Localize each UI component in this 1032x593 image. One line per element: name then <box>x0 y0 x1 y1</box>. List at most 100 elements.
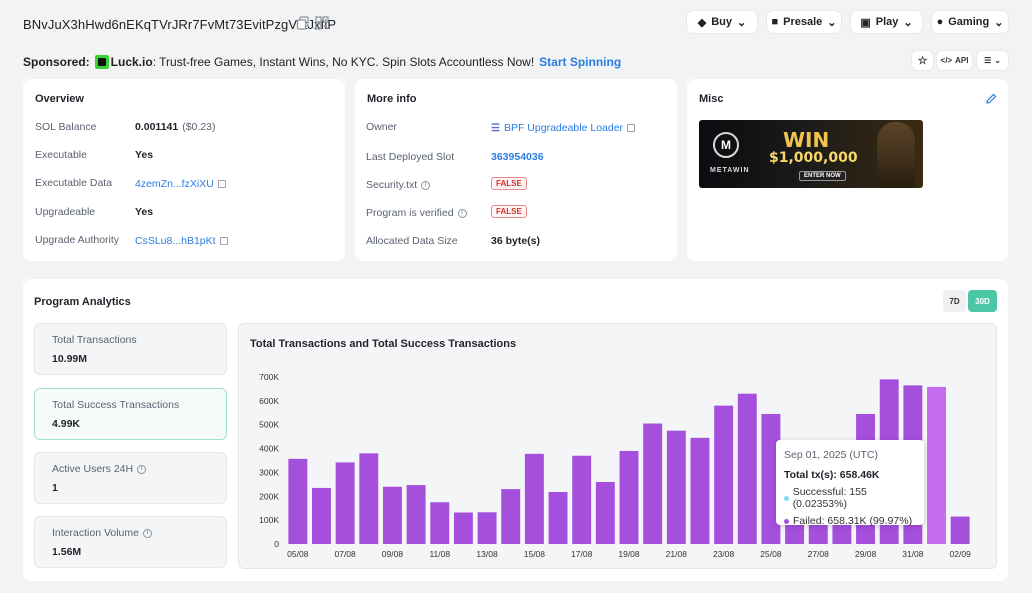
program-analytics-card: Program Analytics 7D 30D Total Transacti… <box>23 279 1008 581</box>
list-menu-button[interactable]: ☰ ⌄ <box>977 51 1008 70</box>
copy-icon[interactable] <box>296 16 310 30</box>
stat-value: 4.99K <box>52 418 81 430</box>
range-7d-button[interactable]: 7D <box>943 290 966 312</box>
bar-15-08[interactable] <box>524 453 544 544</box>
bar-11-08[interactable] <box>430 502 450 544</box>
buy-button[interactable]: ◆ Buy ⌄ <box>687 11 757 33</box>
bar-18-08[interactable] <box>595 481 615 544</box>
copy-icon[interactable] <box>219 237 228 245</box>
stat-total-transactions[interactable]: Total Transactions 10.99M <box>34 323 227 375</box>
sponsor-brand[interactable]: Luck.io <box>110 55 153 69</box>
banner-figure <box>877 122 915 188</box>
code-icon: </> <box>940 56 953 65</box>
owner-link[interactable]: BPF Upgradeable Loader <box>503 122 624 134</box>
bar-08-08[interactable] <box>359 453 379 544</box>
bar-16-08[interactable] <box>548 491 568 544</box>
stat-label: Active Users 24H i <box>52 463 147 475</box>
metawin-ad-banner[interactable]: M METAWIN WIN $1,000,000 ENTER NOW <box>699 120 923 188</box>
copy-icon[interactable] <box>627 124 636 132</box>
start-spinning-link[interactable]: Start Spinning <box>539 55 622 69</box>
bar-24-08[interactable] <box>737 393 757 544</box>
bar-09-08[interactable] <box>382 486 402 544</box>
tooltip-successful-text: Successful: 155 (0.02353%) <box>792 486 867 510</box>
misc-card: Misc M METAWIN WIN $1,000,000 ENTER NOW <box>687 79 1008 261</box>
edit-icon[interactable] <box>985 93 997 105</box>
bar-21-08[interactable] <box>666 430 686 544</box>
y-tick-label: 0 <box>274 539 279 549</box>
security-txt-label: Security.txt i <box>366 179 431 191</box>
chevron-down-icon: ⌄ <box>994 56 1001 65</box>
api-button[interactable]: </> API <box>937 51 972 70</box>
bar-20-08[interactable] <box>643 423 663 544</box>
gamepad-icon: ● <box>936 16 944 28</box>
copy-icon[interactable] <box>217 180 226 188</box>
x-tick-label: 11/08 <box>429 549 450 559</box>
x-tick-label: 19/08 <box>618 549 640 559</box>
info-icon[interactable]: i <box>421 180 431 190</box>
info-icon[interactable]: i <box>142 528 152 538</box>
bar-14-08[interactable] <box>501 489 521 544</box>
bar-25-08[interactable] <box>761 413 781 544</box>
tag-icon: ◆ <box>697 16 707 29</box>
overview-card: Overview SOL Balance 0.001141 ($0.23) Ex… <box>23 79 345 261</box>
banner-win-text: WIN <box>783 128 830 152</box>
range-30d-button[interactable]: 30D <box>968 290 997 312</box>
x-tick-label: 17/08 <box>571 549 593 559</box>
info-icon[interactable]: i <box>137 464 147 474</box>
stat-value: 1.56M <box>52 546 82 558</box>
bar-23-08[interactable] <box>714 405 734 544</box>
misc-title: Misc <box>699 93 724 105</box>
y-tick-label: 100K <box>259 515 279 525</box>
x-tick-label: 29/08 <box>855 549 877 559</box>
chart-title: Total Transactions and Total Success Tra… <box>250 338 517 350</box>
owner-label: Owner <box>366 121 397 133</box>
play-icon: ▣ <box>860 16 871 29</box>
sol-balance-usd: ($0.23) <box>182 121 216 133</box>
stat-total-success-transactions[interactable]: Total Success Transactions 4.99K <box>34 388 227 440</box>
bar-07-08[interactable] <box>335 462 355 544</box>
buy-label: Buy <box>711 16 733 28</box>
presale-icon: ■ <box>771 16 779 28</box>
bar-05-08[interactable] <box>288 458 308 544</box>
upgradeable-label: Upgradeable <box>35 206 96 218</box>
stat-active-users-24h[interactable]: Active Users 24H i 1 <box>34 452 227 504</box>
bar-17-08[interactable] <box>572 455 592 544</box>
x-tick-label: 02/09 <box>950 549 972 559</box>
x-tick-label: 31/08 <box>902 549 924 559</box>
executable-data-link[interactable]: 4zemZn...fzXiXU <box>135 178 214 190</box>
sol-balance-amount: 0.001141 <box>135 121 179 133</box>
chevron-down-icon: ⌄ <box>994 16 1004 29</box>
luck-logo-icon <box>94 55 109 69</box>
security-txt-badge: FALSE <box>491 177 527 190</box>
info-icon[interactable]: i <box>457 208 467 218</box>
bar-10-08[interactable] <box>406 485 426 544</box>
bar-22-08[interactable] <box>690 437 710 544</box>
bar-02-09[interactable] <box>950 516 970 544</box>
tooltip-date: Sep 01, 2025 (UTC) <box>784 449 878 461</box>
program-verified-badge: FALSE <box>491 205 527 218</box>
failed-dot-icon <box>784 518 789 524</box>
stat-label: Total Transactions <box>52 334 137 346</box>
metawin-logo: M <box>713 132 739 158</box>
sol-balance-label: SOL Balance <box>35 121 97 133</box>
play-button[interactable]: ▣ Play ⌄ <box>851 11 922 33</box>
gaming-button[interactable]: ● Gaming ⌄ <box>932 11 1008 33</box>
banner-enter-now[interactable]: ENTER NOW <box>799 171 846 181</box>
presale-button[interactable]: ■ Presale ⌄ <box>767 11 841 33</box>
last-deployed-slot-link[interactable]: 363954036 <box>491 151 544 163</box>
stat-interaction-volume[interactable]: Interaction Volume i 1.56M <box>34 516 227 568</box>
bar-06-08[interactable] <box>312 487 331 544</box>
bar-13-08[interactable] <box>477 512 497 544</box>
y-tick-label: 600K <box>259 396 279 406</box>
upgrade-authority-value: CsSLu8...hB1pKt <box>135 235 228 247</box>
stat-label: Total Success Transactions <box>52 399 180 411</box>
upgradeable-value: Yes <box>135 206 154 218</box>
bar-12-08[interactable] <box>453 512 473 544</box>
qr-code-icon[interactable] <box>315 16 329 30</box>
y-tick-label: 700K <box>259 372 279 382</box>
bar-01-09[interactable] <box>927 386 946 544</box>
bar-19-08[interactable] <box>619 450 639 544</box>
upgrade-authority-link[interactable]: CsSLu8...hB1pKt <box>135 235 216 247</box>
favorite-button[interactable]: ☆ <box>912 51 933 70</box>
sponsor-text: : Trust-free Games, Instant Wins, No KYC… <box>152 55 535 69</box>
